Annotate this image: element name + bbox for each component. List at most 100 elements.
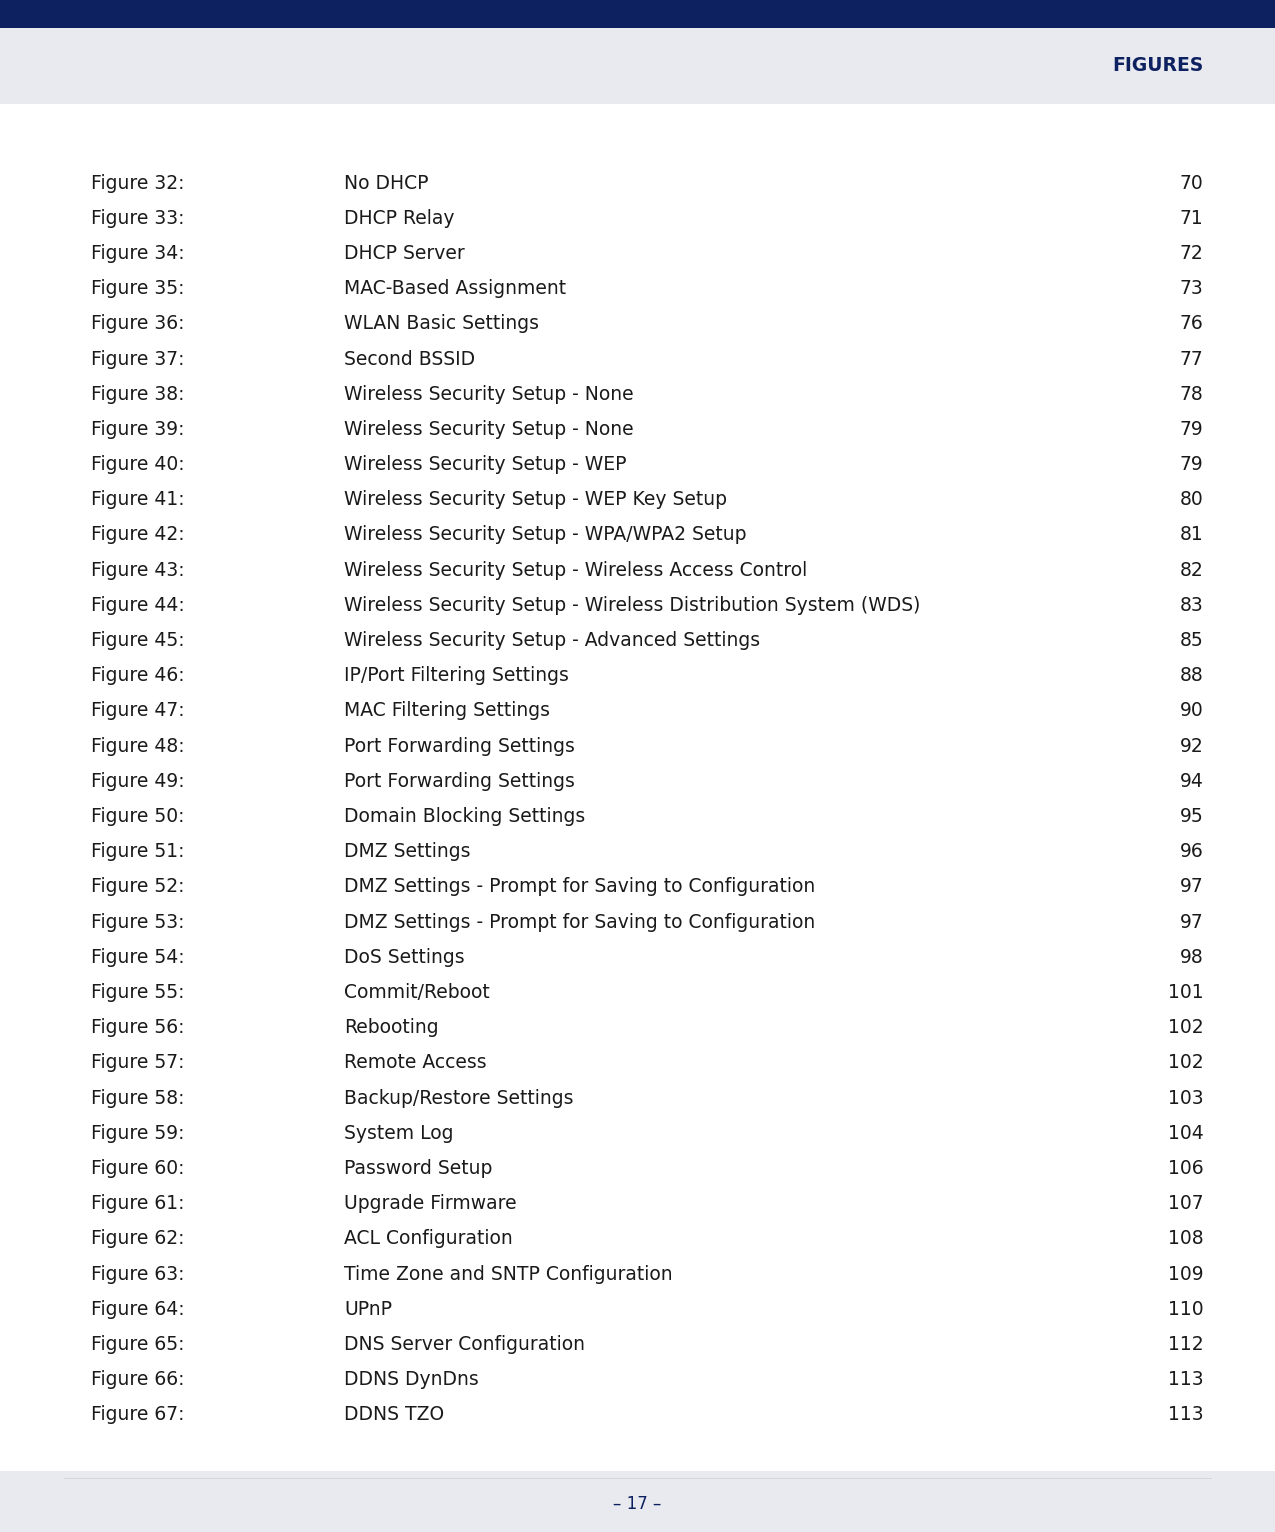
Text: Figure 65:: Figure 65: <box>92 1334 185 1354</box>
Text: 109: 109 <box>1168 1264 1204 1284</box>
Text: Figure 54:: Figure 54: <box>92 948 185 967</box>
Text: Figure 49:: Figure 49: <box>92 772 185 791</box>
Text: Port Forwarding Settings: Port Forwarding Settings <box>344 737 575 755</box>
FancyBboxPatch shape <box>0 28 1275 104</box>
Text: FIGURES: FIGURES <box>1112 57 1204 75</box>
Text: DDNS TZO: DDNS TZO <box>344 1405 445 1425</box>
Text: 113: 113 <box>1168 1370 1204 1390</box>
Text: 98: 98 <box>1179 948 1204 967</box>
Text: MAC-Based Assignment: MAC-Based Assignment <box>344 279 566 299</box>
Text: Figure 62:: Figure 62: <box>92 1229 185 1249</box>
Text: 96: 96 <box>1179 843 1204 861</box>
Text: Figure 66:: Figure 66: <box>92 1370 185 1390</box>
Text: No DHCP: No DHCP <box>344 173 428 193</box>
Text: Figure 58:: Figure 58: <box>92 1089 185 1108</box>
Text: 70: 70 <box>1179 173 1204 193</box>
Text: Figure 34:: Figure 34: <box>92 244 185 264</box>
Text: Figure 60:: Figure 60: <box>92 1160 185 1178</box>
Text: – 17 –: – 17 – <box>613 1495 662 1514</box>
Text: Figure 42:: Figure 42: <box>92 525 185 544</box>
Text: Second BSSID: Second BSSID <box>344 349 476 369</box>
Text: Figure 46:: Figure 46: <box>92 666 185 685</box>
Text: Wireless Security Setup - None: Wireless Security Setup - None <box>344 420 634 438</box>
Text: Figure 50:: Figure 50: <box>92 807 185 826</box>
Text: Figure 39:: Figure 39: <box>92 420 185 438</box>
FancyBboxPatch shape <box>0 0 1275 28</box>
Text: DDNS DynDns: DDNS DynDns <box>344 1370 479 1390</box>
Text: Password Setup: Password Setup <box>344 1160 492 1178</box>
Text: Figure 64:: Figure 64: <box>92 1299 185 1319</box>
Text: 107: 107 <box>1168 1193 1204 1213</box>
Text: DMZ Settings - Prompt for Saving to Configuration: DMZ Settings - Prompt for Saving to Conf… <box>344 913 816 931</box>
Text: 77: 77 <box>1179 349 1204 369</box>
Text: DoS Settings: DoS Settings <box>344 948 465 967</box>
Text: DMZ Settings: DMZ Settings <box>344 843 470 861</box>
Text: Figure 43:: Figure 43: <box>92 561 185 579</box>
Text: 76: 76 <box>1179 314 1204 334</box>
Text: Figure 52:: Figure 52: <box>92 878 185 896</box>
Text: 88: 88 <box>1179 666 1204 685</box>
Text: 94: 94 <box>1179 772 1204 791</box>
Text: Commit/Reboot: Commit/Reboot <box>344 984 490 1002</box>
Text: Figure 67:: Figure 67: <box>92 1405 185 1425</box>
Text: Domain Blocking Settings: Domain Blocking Settings <box>344 807 585 826</box>
Text: Wireless Security Setup - None: Wireless Security Setup - None <box>344 385 634 404</box>
Text: 82: 82 <box>1179 561 1204 579</box>
Text: 79: 79 <box>1179 420 1204 438</box>
Text: Rebooting: Rebooting <box>344 1019 439 1037</box>
Text: 80: 80 <box>1179 490 1204 509</box>
Text: 90: 90 <box>1179 702 1204 720</box>
Text: Figure 57:: Figure 57: <box>92 1054 185 1072</box>
Text: 73: 73 <box>1179 279 1204 299</box>
Text: Figure 59:: Figure 59: <box>92 1124 185 1143</box>
Text: Remote Access: Remote Access <box>344 1054 487 1072</box>
Text: 79: 79 <box>1179 455 1204 473</box>
Text: 72: 72 <box>1179 244 1204 264</box>
Text: 110: 110 <box>1168 1299 1204 1319</box>
Text: Figure 36:: Figure 36: <box>92 314 185 334</box>
Text: 104: 104 <box>1168 1124 1204 1143</box>
Text: Wireless Security Setup - WEP Key Setup: Wireless Security Setup - WEP Key Setup <box>344 490 727 509</box>
Text: 102: 102 <box>1168 1019 1204 1037</box>
Text: Figure 47:: Figure 47: <box>92 702 185 720</box>
Text: Wireless Security Setup - WPA/WPA2 Setup: Wireless Security Setup - WPA/WPA2 Setup <box>344 525 747 544</box>
Text: 92: 92 <box>1179 737 1204 755</box>
Text: Figure 38:: Figure 38: <box>92 385 185 404</box>
Text: DMZ Settings - Prompt for Saving to Configuration: DMZ Settings - Prompt for Saving to Conf… <box>344 878 816 896</box>
Text: Figure 40:: Figure 40: <box>92 455 185 473</box>
Text: 81: 81 <box>1179 525 1204 544</box>
Text: Upgrade Firmware: Upgrade Firmware <box>344 1193 516 1213</box>
Text: 83: 83 <box>1179 596 1204 614</box>
FancyBboxPatch shape <box>0 104 1275 1471</box>
Text: Time Zone and SNTP Configuration: Time Zone and SNTP Configuration <box>344 1264 673 1284</box>
Text: DHCP Server: DHCP Server <box>344 244 465 264</box>
Text: IP/Port Filtering Settings: IP/Port Filtering Settings <box>344 666 569 685</box>
Text: 85: 85 <box>1179 631 1204 650</box>
Text: ACL Configuration: ACL Configuration <box>344 1229 513 1249</box>
Text: 97: 97 <box>1179 878 1204 896</box>
Text: 108: 108 <box>1168 1229 1204 1249</box>
Text: Backup/Restore Settings: Backup/Restore Settings <box>344 1089 574 1108</box>
Text: Figure 32:: Figure 32: <box>92 173 185 193</box>
Text: 106: 106 <box>1168 1160 1204 1178</box>
Text: Figure 63:: Figure 63: <box>92 1264 185 1284</box>
Text: WLAN Basic Settings: WLAN Basic Settings <box>344 314 539 334</box>
Text: 103: 103 <box>1168 1089 1204 1108</box>
Text: 101: 101 <box>1168 984 1204 1002</box>
Text: Figure 37:: Figure 37: <box>92 349 185 369</box>
Text: 97: 97 <box>1179 913 1204 931</box>
Text: UPnP: UPnP <box>344 1299 393 1319</box>
Text: Figure 55:: Figure 55: <box>92 984 185 1002</box>
Text: DHCP Relay: DHCP Relay <box>344 208 455 228</box>
Text: Figure 33:: Figure 33: <box>92 208 185 228</box>
Text: Figure 53:: Figure 53: <box>92 913 185 931</box>
Text: MAC Filtering Settings: MAC Filtering Settings <box>344 702 551 720</box>
Text: Wireless Security Setup - Wireless Access Control: Wireless Security Setup - Wireless Acces… <box>344 561 807 579</box>
Text: Figure 56:: Figure 56: <box>92 1019 185 1037</box>
Text: DNS Server Configuration: DNS Server Configuration <box>344 1334 585 1354</box>
Text: Figure 48:: Figure 48: <box>92 737 185 755</box>
Text: Figure 44:: Figure 44: <box>91 596 185 614</box>
Text: 78: 78 <box>1179 385 1204 404</box>
Text: Figure 41:: Figure 41: <box>92 490 185 509</box>
Text: Figure 61:: Figure 61: <box>92 1193 185 1213</box>
